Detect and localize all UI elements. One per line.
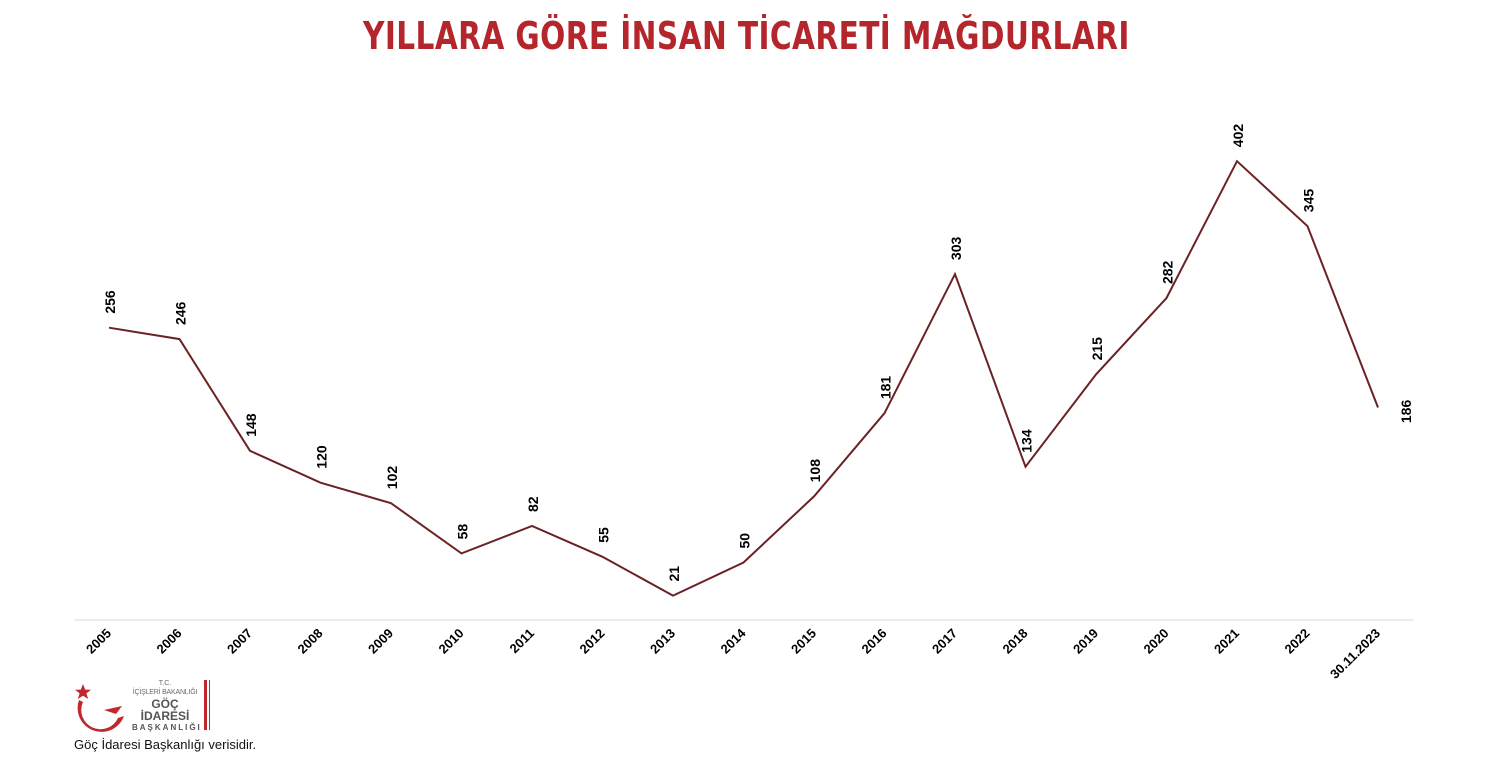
data-label: 134 — [1019, 429, 1035, 453]
x-tick-label: 2020 — [1141, 626, 1172, 657]
x-tick-label: 2005 — [83, 626, 114, 657]
x-tick-label: 2022 — [1282, 626, 1313, 657]
data-label: 148 — [243, 413, 259, 437]
data-label: 82 — [525, 496, 541, 512]
x-tick-label: 2009 — [365, 626, 396, 657]
x-tick-label: 2018 — [1000, 626, 1031, 657]
x-tick-label: 30.11.2023 — [1327, 626, 1383, 682]
x-tick-label: 2016 — [859, 626, 890, 657]
data-label: 102 — [384, 466, 400, 490]
data-label: 120 — [314, 445, 330, 469]
logo-dept: BAŞKANLIĞI — [132, 723, 202, 732]
data-label: 186 — [1398, 400, 1414, 424]
data-label: 21 — [666, 566, 682, 582]
data-label: 256 — [102, 290, 118, 314]
data-label: 282 — [1160, 260, 1176, 284]
data-label: 108 — [807, 459, 823, 483]
data-label: 55 — [596, 527, 612, 543]
x-tick-label: 2007 — [224, 626, 255, 657]
data-label: 50 — [737, 533, 753, 549]
logo-tc: T.C. — [158, 680, 172, 687]
data-label: 303 — [948, 237, 964, 261]
x-tick-label: 2006 — [154, 626, 185, 657]
x-tick-label: 2011 — [507, 626, 538, 657]
chart-title: YILLARA GÖRE İNSAN TİCARETİ MAĞDURLARI — [362, 14, 1130, 58]
x-tick-label: 2013 — [647, 626, 678, 657]
x-tick-label: 2012 — [577, 626, 608, 657]
x-tick-labels: 2005 2006 2007 2008 2009 2010 2011 2012 2013 2014… — [83, 625, 1383, 682]
data-label: 181 — [878, 376, 894, 400]
x-tick-label: 2021 — [1211, 626, 1242, 657]
logo: T.C. İÇİŞLERİ BAKANLIĞI GÖÇ İDARESİ BAŞK… — [74, 680, 214, 732]
x-tick-label: 2015 — [788, 626, 819, 657]
crescent-star-icon — [75, 684, 124, 732]
data-label: 215 — [1089, 337, 1105, 361]
x-tick-label: 2017 — [929, 626, 960, 657]
data-label: 58 — [455, 524, 471, 540]
x-tick-label: 2008 — [295, 626, 326, 657]
logo-ministry: İÇİŞLERİ BAKANLIĞI — [132, 689, 198, 696]
data-label: 402 — [1230, 124, 1246, 148]
data-label: 246 — [173, 301, 189, 325]
source-note: Göç İdaresi Başkanlığı verisidir. — [74, 737, 257, 752]
x-tick-label: 2019 — [1070, 626, 1101, 657]
logo-divider — [204, 680, 210, 730]
data-label: 345 — [1301, 189, 1317, 213]
x-tick-label: 2014 — [718, 625, 750, 657]
series-line — [108, 159, 1379, 597]
logo-name: GÖÇ İDARESİ — [140, 697, 190, 723]
x-tick-label: 2010 — [436, 626, 467, 657]
data-labels: 256 246 148 120 102 58 82 55 21 50 108 181 303 134 215… — [102, 124, 1414, 582]
